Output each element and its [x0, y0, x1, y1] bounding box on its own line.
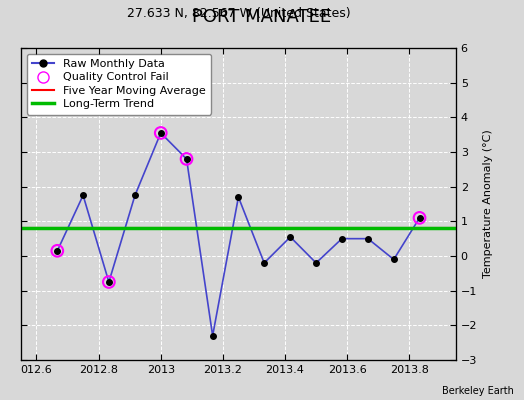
Point: [157, 130, 165, 136]
Text: PORT MANATEE: PORT MANATEE: [192, 8, 332, 26]
Legend: Raw Monthly Data, Quality Control Fail, Five Year Moving Average, Long-Term Tren: Raw Monthly Data, Quality Control Fail, …: [27, 54, 212, 115]
Point: [105, 279, 113, 285]
Text: Berkeley Earth: Berkeley Earth: [442, 386, 514, 396]
Point: [182, 156, 191, 162]
Point: [53, 248, 61, 254]
Point: [416, 215, 424, 221]
Title: 27.633 N, 82.567 W (United States): 27.633 N, 82.567 W (United States): [127, 8, 350, 20]
Y-axis label: Temperature Anomaly (°C): Temperature Anomaly (°C): [483, 130, 493, 278]
